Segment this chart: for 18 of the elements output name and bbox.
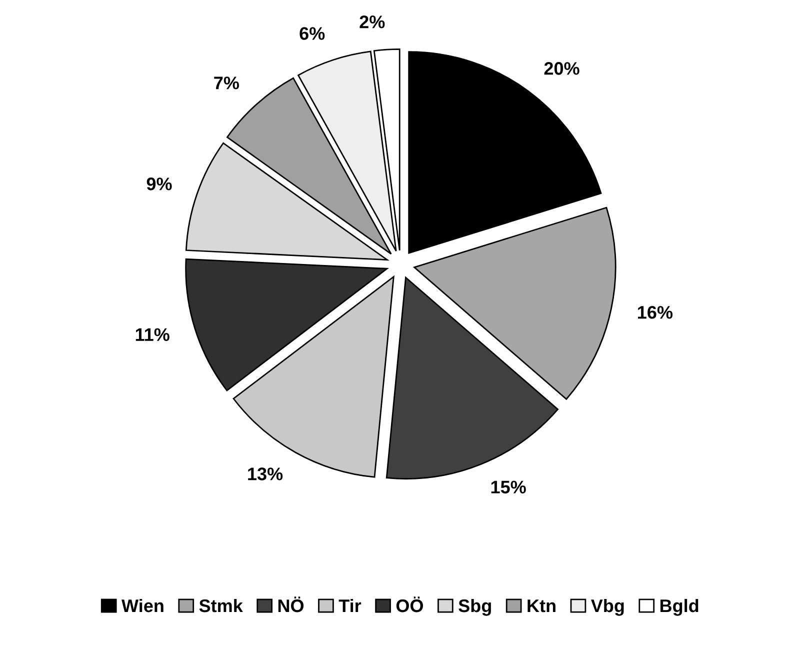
legend-label: Tir xyxy=(338,598,362,612)
data-label: 13% xyxy=(248,468,283,480)
legend-label: Sbg xyxy=(458,598,491,616)
data-label: 20% xyxy=(544,62,580,75)
legend-label: Ktn xyxy=(528,600,556,612)
data-label: 7% xyxy=(214,76,240,90)
legend-label: NÖ xyxy=(278,596,304,612)
data-label: 15% xyxy=(491,480,526,494)
legend-label: Stmk xyxy=(199,598,243,612)
data-label: 2% xyxy=(360,16,385,28)
data-label: 11% xyxy=(136,328,170,341)
data-label: 6% xyxy=(300,27,325,40)
legend-label: Wien xyxy=(122,598,164,612)
data-label: 16% xyxy=(638,306,673,319)
legend-label: Vbg xyxy=(590,598,624,616)
legend-label: OÖ xyxy=(396,596,423,612)
data-label: 9% xyxy=(146,178,172,190)
legend-label: Bgld xyxy=(660,598,698,616)
